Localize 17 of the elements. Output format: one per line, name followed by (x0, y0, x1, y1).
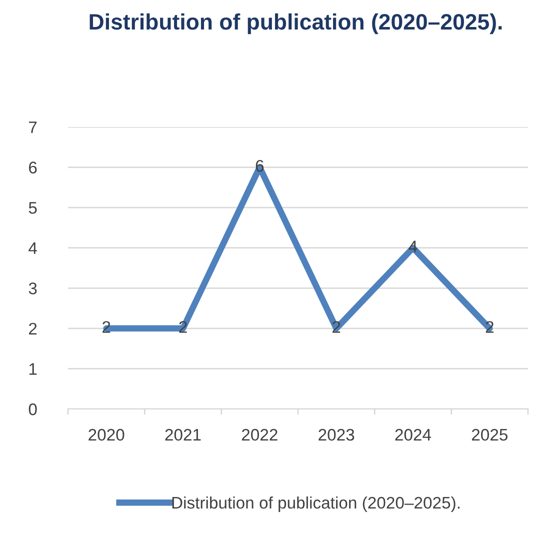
y-tick-label: 5 (28, 202, 37, 214)
data-label: 2 (179, 321, 187, 333)
x-tick-label: 2025 (472, 428, 508, 441)
y-tick-label: 0 (28, 403, 37, 416)
y-tick-label: 2 (29, 322, 37, 334)
y-tick-label: 7 (29, 122, 37, 134)
x-tick-label: 2021 (165, 428, 201, 441)
chart-title: Distribution of publication (2020–2025). (90, 13, 502, 34)
x-tick-label: 2024 (395, 428, 432, 441)
y-tick-label: 3 (28, 282, 37, 294)
y-tick-label: 1 (29, 363, 37, 375)
x-tick-label: 2020 (88, 428, 124, 441)
x-tick-label: 2022 (242, 428, 278, 441)
y-tick-label: 4 (28, 242, 37, 254)
y-tick-label: 6 (29, 162, 37, 174)
x-tick-label: 2023 (318, 428, 354, 441)
data-label: 2 (332, 321, 340, 333)
